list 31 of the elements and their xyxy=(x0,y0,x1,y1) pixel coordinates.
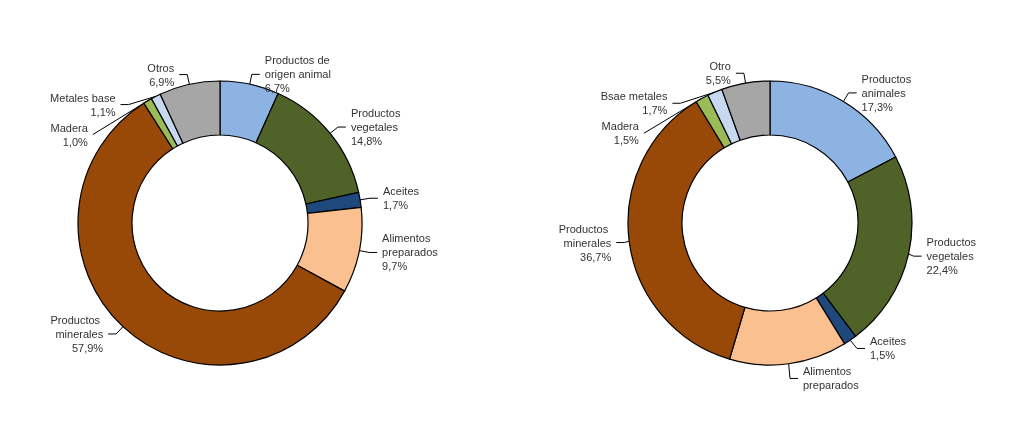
data-label: 1,5% xyxy=(613,134,640,147)
slice-label: Productos de origen animal xyxy=(264,54,333,81)
slice-label: Madera xyxy=(50,121,89,134)
slice-label: Alimentos preparados xyxy=(803,365,860,392)
slice-label: Bsae metales xyxy=(600,90,668,103)
slice-label: Productos minerales xyxy=(50,313,104,340)
slice-label: Aceites xyxy=(382,185,420,198)
data-label: 1,0% xyxy=(62,135,89,148)
data-label: 9,7% xyxy=(382,260,408,273)
slice-label: Productos vegetales xyxy=(926,236,980,263)
data-label: 57,9% xyxy=(71,341,104,354)
slice-label: Productos minerales xyxy=(558,222,612,249)
slice-label: Productos vegetales xyxy=(350,107,404,134)
data-label: 14,8% xyxy=(350,135,383,148)
slice-label: Madera xyxy=(601,120,640,133)
data-label: 36,7% xyxy=(580,250,612,263)
data-label: 1,5% xyxy=(870,349,896,362)
slice-label: Alimentos preparados xyxy=(382,232,439,259)
slice-label: Otros xyxy=(147,61,175,74)
data-label: 1,7% xyxy=(642,104,668,117)
data-label: 17,3% xyxy=(861,100,894,113)
data-label: 1,1% xyxy=(90,105,116,118)
slice-label: Productos animales xyxy=(861,72,915,99)
data-label: 5,5% xyxy=(705,74,732,87)
data-label: 6,7% xyxy=(264,82,291,95)
slice-label: Otro xyxy=(709,60,731,73)
slice-label: Aceites xyxy=(870,335,907,348)
data-label: 22,4% xyxy=(926,264,959,277)
data-label: 6,9% xyxy=(149,75,175,88)
data-label: 1,7% xyxy=(382,199,409,212)
slice-label: Metales base xyxy=(50,91,116,104)
